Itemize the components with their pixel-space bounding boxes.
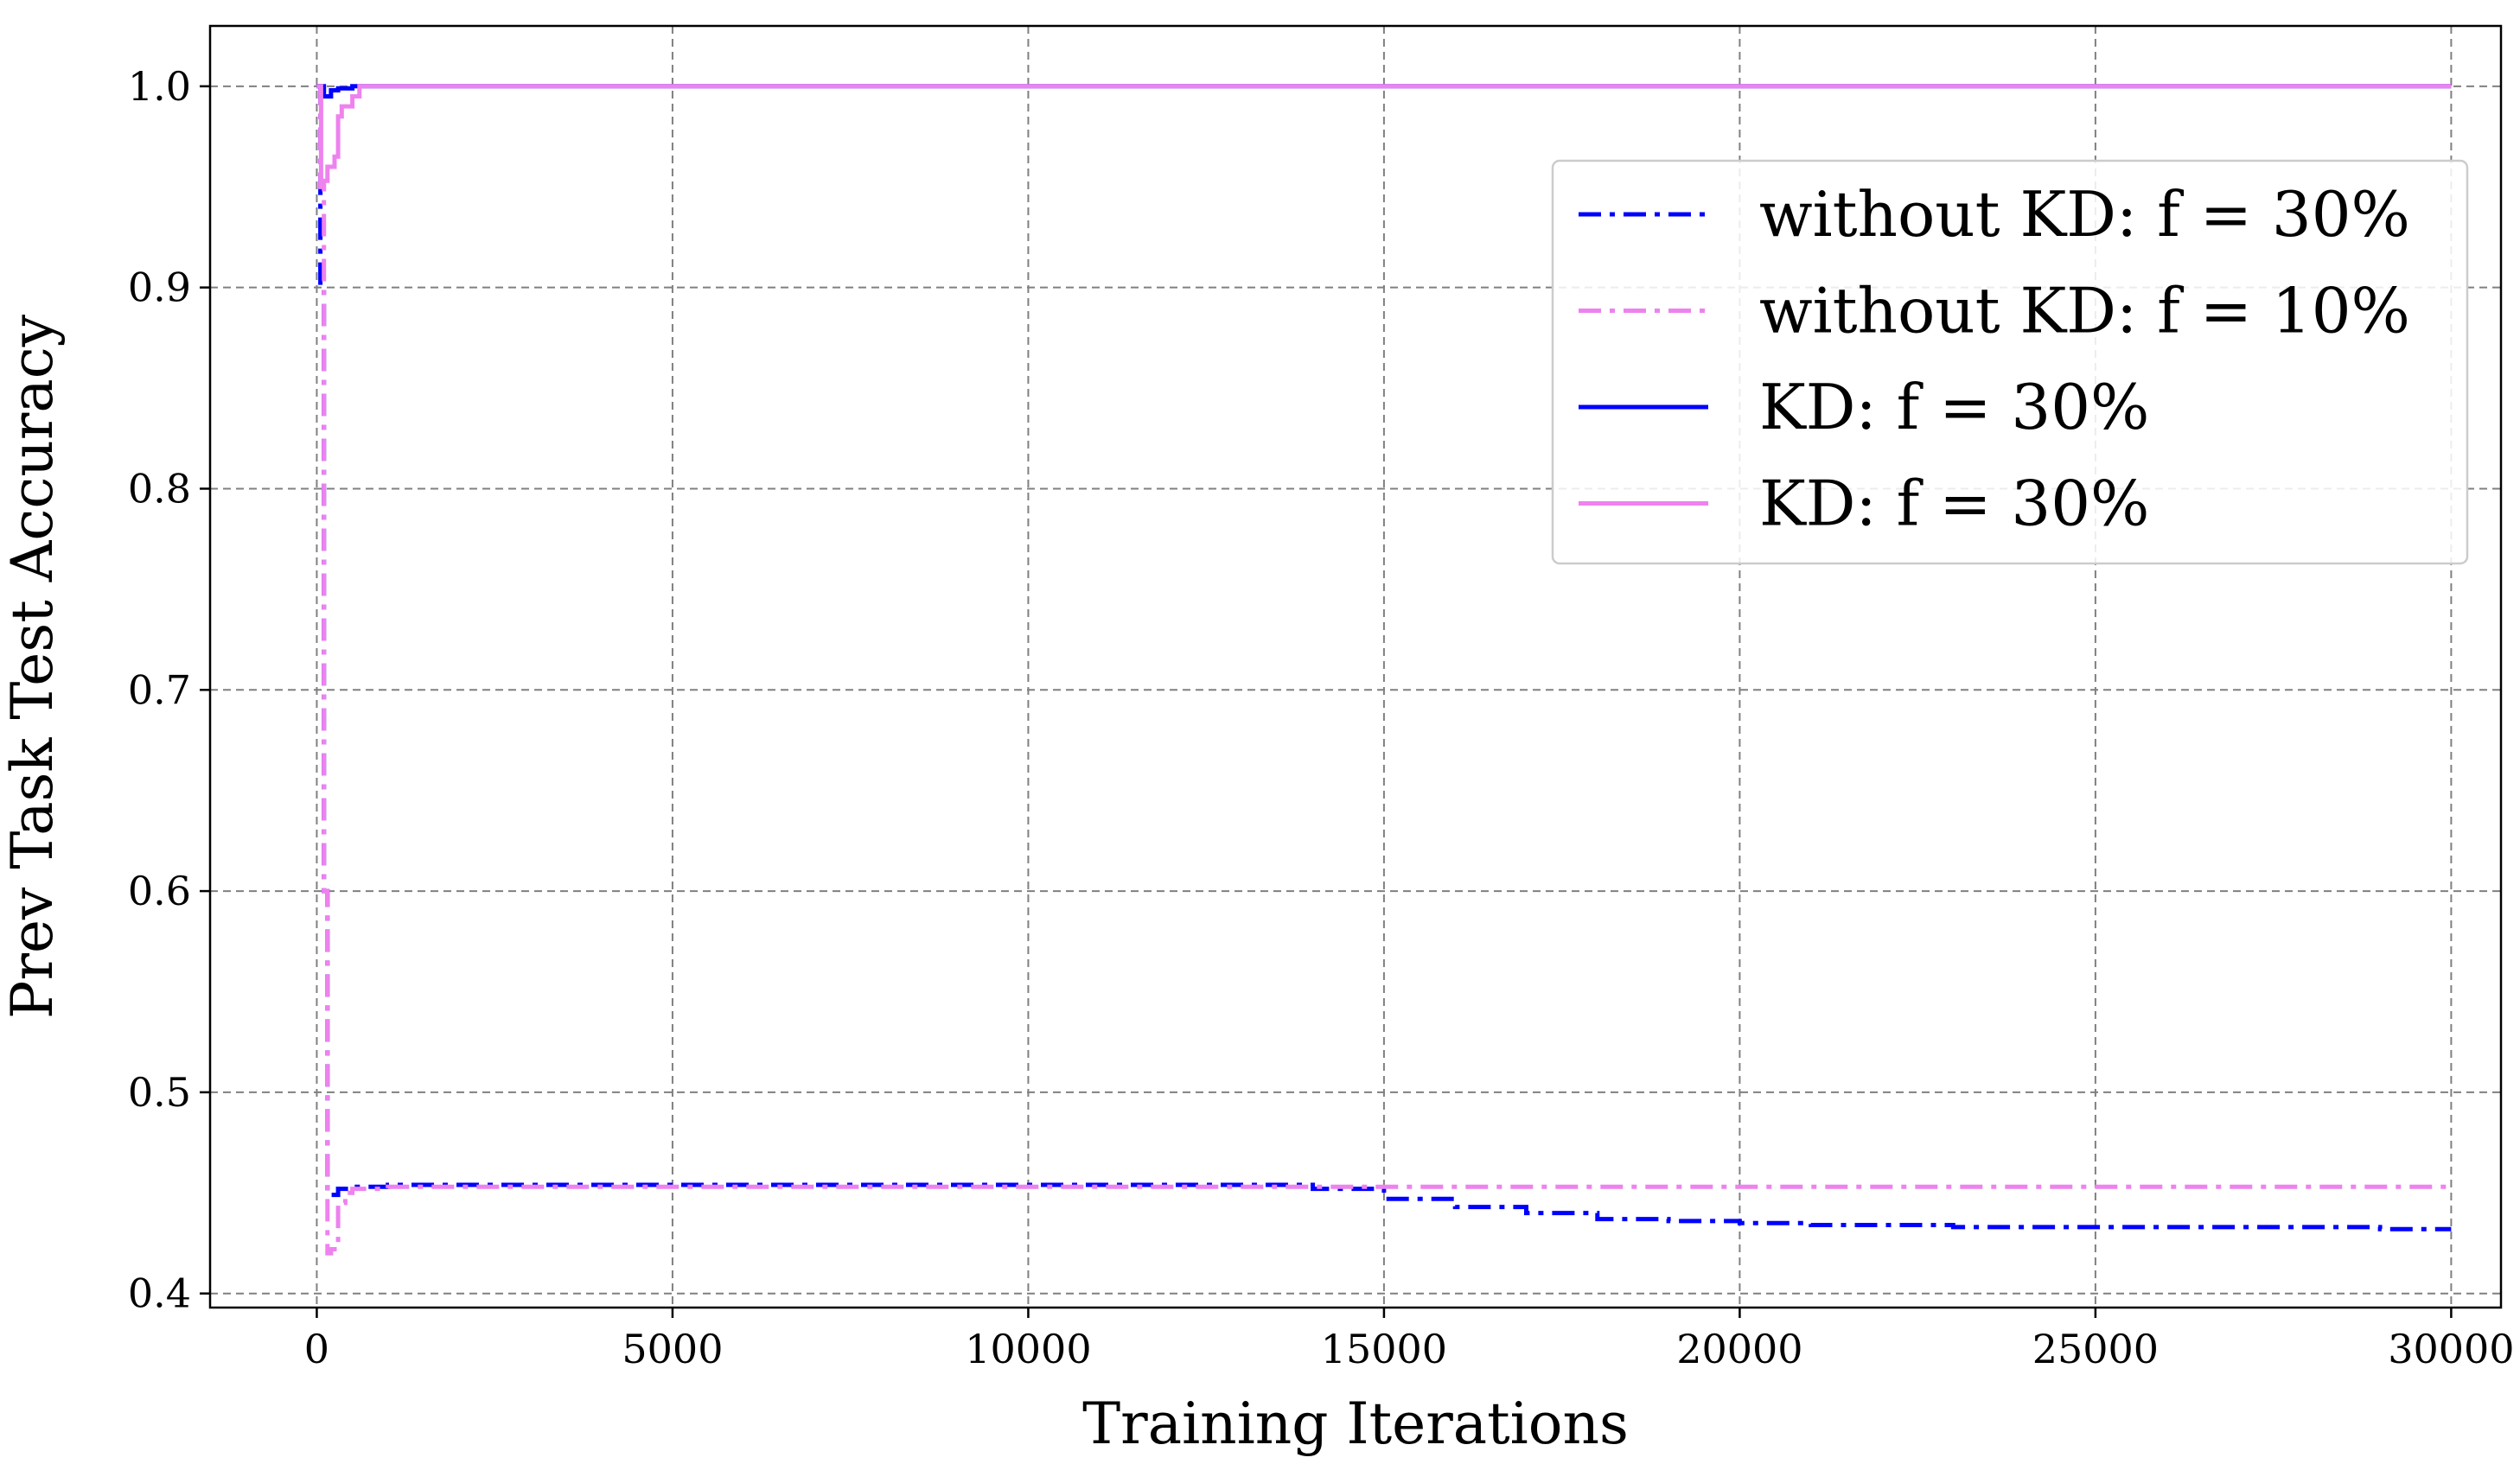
legend-label-1: without KD: f = 10% (1759, 275, 2410, 347)
plot-frame (208, 24, 2503, 1309)
x-tick-label: 0 (304, 1326, 329, 1372)
x-tick-label: 30000 (2388, 1326, 2514, 1372)
y-tick-label: 0.5 (128, 1069, 191, 1116)
y-tick-label: 0.4 (128, 1270, 191, 1317)
legend-box (1551, 159, 2469, 565)
y-tick-label: 0.9 (128, 264, 191, 311)
series-layer (316, 84, 2452, 1256)
y-axis-label: Prev Task Test Accuracy (0, 314, 66, 1019)
x-tick-label: 20000 (1676, 1326, 1802, 1372)
legend: without KD: f = 30% without KD: f = 10% KD… (1551, 159, 2469, 565)
y-tick-label: 0.7 (128, 666, 191, 713)
y-tick-label: 0.8 (128, 465, 191, 512)
series-line-3 (316, 84, 2452, 189)
series-line-0 (316, 84, 2452, 1232)
y-axis: 0.4 0.5 0.6 0.7 0.8 0.9 1.0 (128, 63, 210, 1317)
legend-label-0: without KD: f = 30% (1759, 178, 2410, 251)
legend-label-2: KD: f = 30% (1759, 371, 2149, 443)
y-tick-label: 0.6 (128, 868, 191, 914)
x-axis-label: Training Iterations (1082, 1391, 1629, 1457)
y-tick-label: 1.0 (128, 63, 191, 110)
series-line-1 (316, 84, 2452, 1256)
x-tick-label: 10000 (965, 1326, 1091, 1372)
legend-label-3: KD: f = 30% (1759, 468, 2149, 540)
x-axis: 0 5000 10000 15000 20000 25000 30000 (304, 1308, 2515, 1372)
x-tick-label: 15000 (1321, 1326, 1447, 1372)
x-tick-label: 25000 (2032, 1326, 2159, 1372)
x-tick-label: 5000 (622, 1326, 723, 1372)
